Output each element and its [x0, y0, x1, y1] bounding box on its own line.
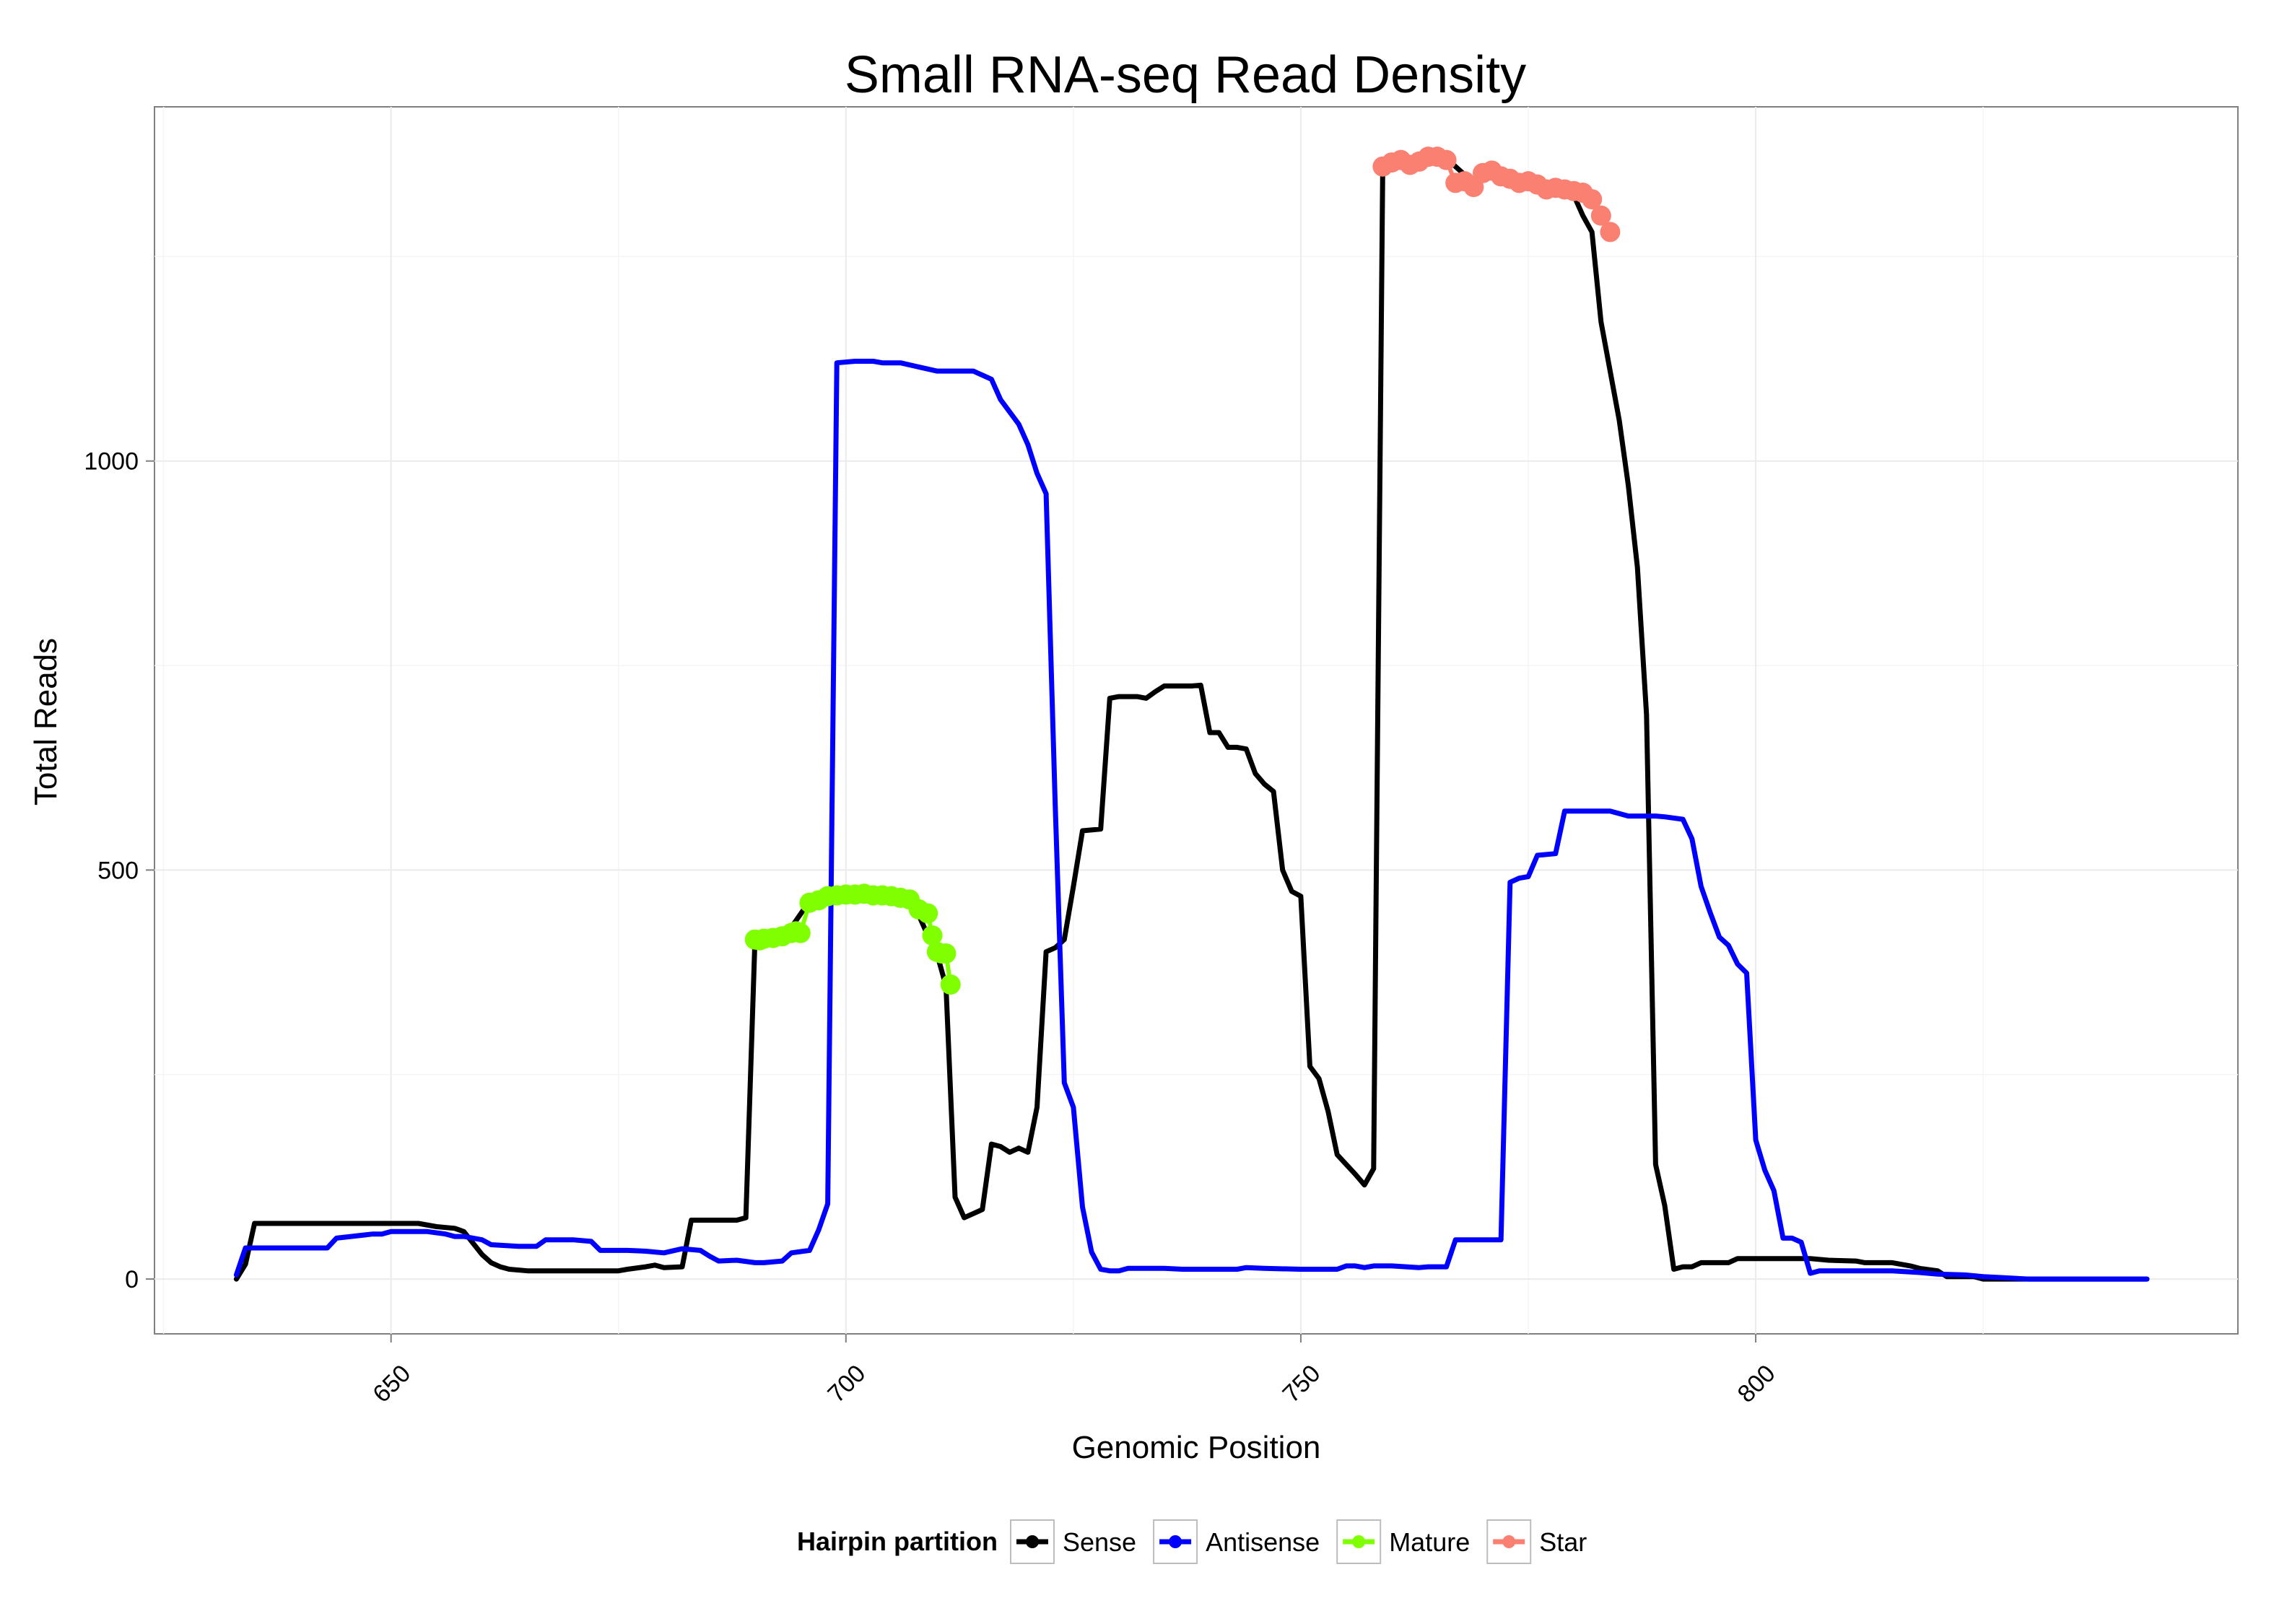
- x-tick-label: 650: [367, 1360, 416, 1408]
- x-axis-title: Genomic Position: [1072, 1430, 1321, 1465]
- y-tick-label: 500: [97, 857, 139, 884]
- y-axis: 0 500 1000: [84, 448, 154, 1293]
- legend: Hairpin partition Sense Antisense Mature St…: [797, 1519, 1587, 1564]
- legend-key-point-sense: [1026, 1535, 1039, 1548]
- chart-title: Small RNA-seq Read Density: [845, 46, 1526, 104]
- data-point-star: [1590, 205, 1611, 226]
- data-point-mature: [936, 943, 957, 964]
- y-tick-label: 1000: [84, 448, 139, 476]
- y-tick-label: 0: [125, 1266, 139, 1293]
- legend-label-sense: Sense: [1063, 1527, 1136, 1557]
- data-point-mature: [922, 925, 943, 946]
- data-point-mature: [918, 903, 938, 924]
- x-tick-label: 700: [822, 1360, 871, 1408]
- legend-label-antisense: Antisense: [1206, 1527, 1320, 1557]
- legend-key-point-antisense: [1169, 1535, 1182, 1548]
- legend-label-mature: Mature: [1389, 1527, 1470, 1557]
- series-line-antisense: [233, 359, 2150, 1282]
- x-axis: 650 700 750 800: [367, 1334, 1781, 1408]
- data-point-mature: [940, 974, 961, 995]
- plot-panel: [154, 106, 2239, 1335]
- data-point-mature: [790, 922, 811, 943]
- data-point-star: [1436, 149, 1457, 170]
- data-point-star: [1600, 222, 1621, 243]
- y-axis-title: Total Reads: [28, 638, 64, 806]
- data-point-star: [1582, 189, 1603, 210]
- grid: [154, 107, 2238, 1334]
- legend-key-point-mature: [1352, 1535, 1366, 1548]
- legend-title: Hairpin partition: [797, 1527, 998, 1556]
- x-tick-label: 800: [1733, 1360, 1781, 1408]
- legend-key-point-star: [1502, 1535, 1516, 1548]
- series-points: [744, 147, 1621, 995]
- series-line-sense: [233, 155, 2150, 1282]
- legend-label-star: Star: [1539, 1527, 1587, 1557]
- x-tick-label: 750: [1278, 1360, 1326, 1408]
